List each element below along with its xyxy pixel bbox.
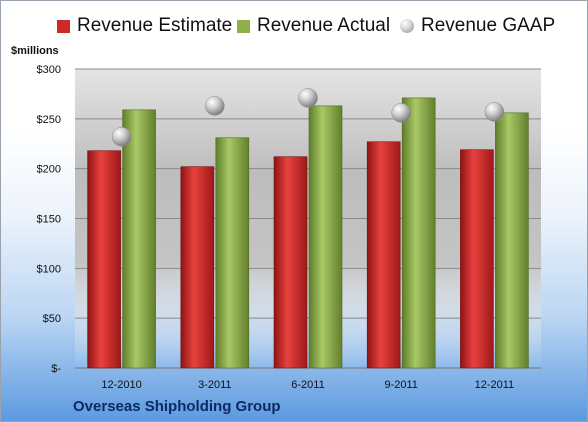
- x-tick-label: 3-2011: [198, 379, 231, 391]
- bar-revenue-actual: [215, 137, 250, 369]
- legend-label-revenue-gaap: Revenue GAAP: [421, 15, 556, 36]
- company-name: Overseas Shipholding Group: [73, 398, 281, 415]
- y-tick-label: $100: [37, 263, 61, 275]
- dot-revenue-gaap: [484, 102, 505, 122]
- legend: Revenue Estimate Revenue Actual Revenue …: [1, 15, 587, 43]
- bar-revenue-estimate: [460, 149, 494, 369]
- bar-revenue-estimate: [87, 150, 121, 369]
- dot-revenue-gaap: [205, 96, 225, 116]
- legend-swatch-revenue-actual: [237, 19, 250, 33]
- y-tick-label: $50: [43, 313, 61, 325]
- x-tick-label: 12-2011: [475, 379, 515, 391]
- bar-revenue-estimate: [180, 166, 215, 369]
- dot-revenue-gaap: [111, 127, 132, 147]
- legend-item-revenue-actual: Revenue Actual: [237, 15, 390, 37]
- y-tick-label: $-: [51, 363, 61, 375]
- x-tick-label: 6-2011: [291, 379, 324, 391]
- legend-label-revenue-estimate: Revenue Estimate: [77, 15, 233, 36]
- bar-revenue-actual: [401, 97, 436, 369]
- legend-swatch-revenue-estimate: [57, 19, 70, 33]
- dot-revenue-gaap: [298, 88, 318, 108]
- legend-item-revenue-gaap: Revenue GAAP: [400, 15, 555, 37]
- x-tick-label: 12-2010: [101, 379, 141, 391]
- bar-revenue-actual: [495, 112, 529, 369]
- legend-item-revenue-estimate: Revenue Estimate: [57, 15, 232, 37]
- bar-revenue-actual: [308, 105, 343, 369]
- y-tick-label: $150: [37, 214, 61, 226]
- bar-revenue-estimate: [366, 141, 401, 369]
- x-tick-label: 9-2011: [384, 379, 417, 391]
- y-axis-unit-label: $millions: [11, 45, 59, 57]
- bar-revenue-estimate: [273, 156, 308, 369]
- legend-swatch-revenue-gaap: [400, 19, 414, 33]
- y-tick-label: $200: [37, 164, 61, 176]
- bar-revenue-actual: [122, 109, 156, 369]
- y-tick-label: $250: [37, 114, 61, 126]
- legend-label-revenue-actual: Revenue Actual: [257, 15, 391, 36]
- dot-revenue-gaap: [391, 103, 411, 123]
- y-tick-label: $300: [37, 64, 61, 76]
